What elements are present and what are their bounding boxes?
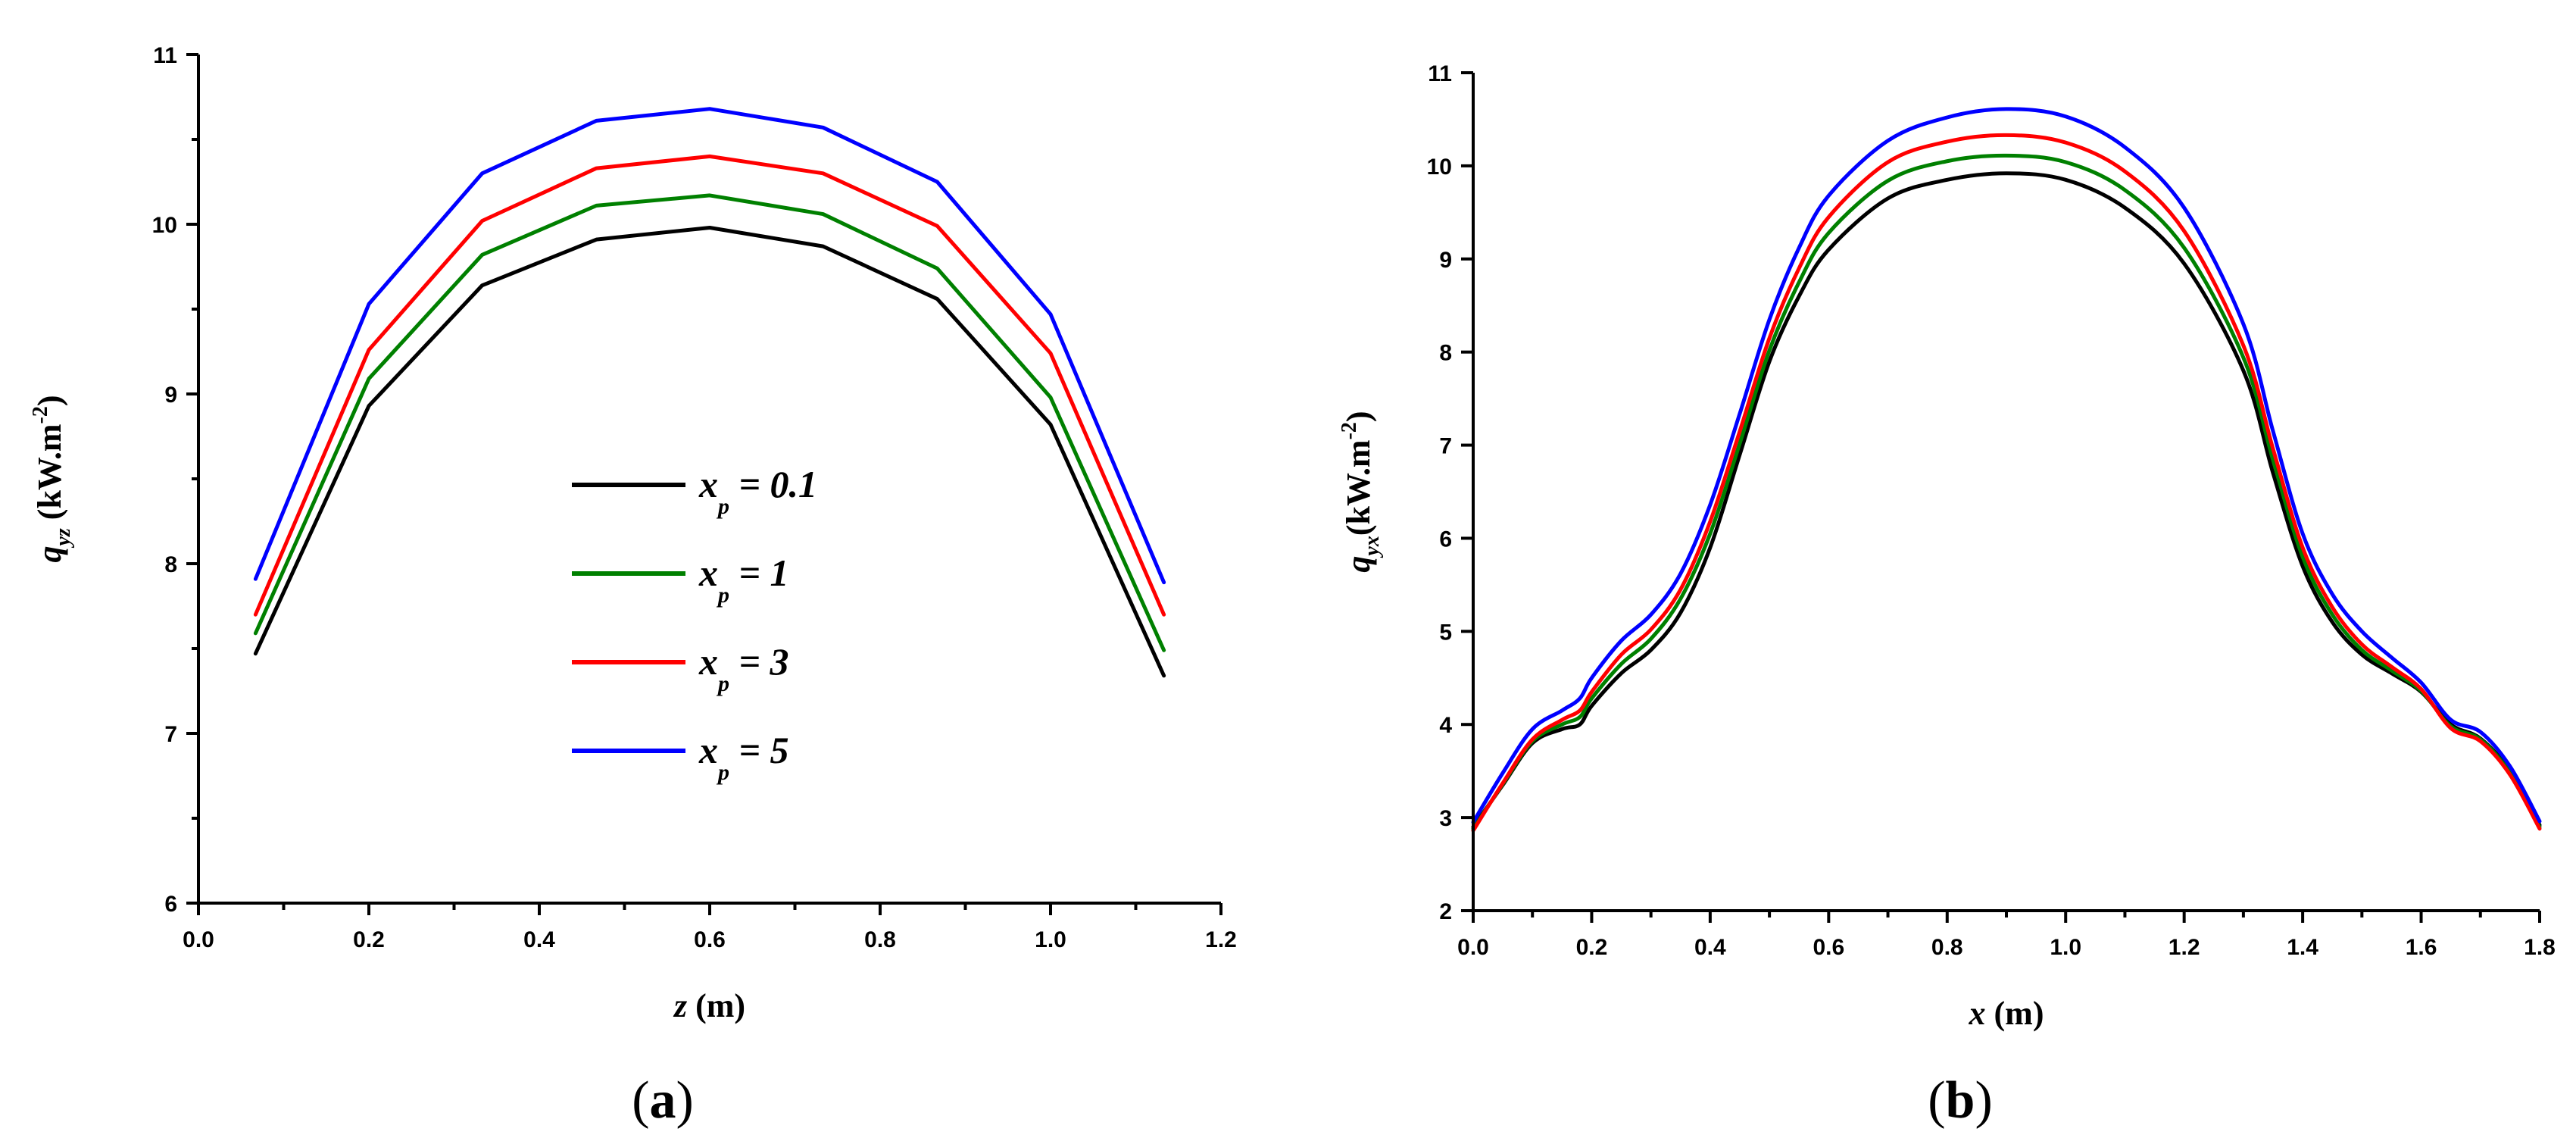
x-axis-title-unit-b: (m) (1986, 995, 2044, 1032)
panel-caption-a: (a) (632, 1071, 694, 1130)
y-tick-label-a: 9 (164, 383, 177, 408)
legend-a: xp = 0.1 xp = 1 xp = 3 xp = 5 (572, 463, 817, 785)
y-axis-title-unit-b: (kW.m (1340, 439, 1377, 536)
legend-label-a-2: xp = 1 (698, 552, 789, 608)
panel-caption-b: (b) (1928, 1071, 1993, 1130)
x-tick-label-b: 1.8 (2524, 935, 2556, 960)
y-axis-title-sub-b: yx (1360, 536, 1384, 558)
series-line-b-1 (1471, 171, 2542, 829)
x-tick-label-a: 0.0 (183, 927, 214, 952)
y-axis-title-sub-a: yz (52, 528, 75, 548)
panel-caption-letter-b: b (1946, 1071, 1975, 1130)
series-line-b-3 (1471, 133, 2542, 833)
x-tick-label-b: 1.4 (2287, 935, 2318, 960)
x-tick-label-a: 1.0 (1035, 927, 1066, 952)
series-line-b-4 (1471, 107, 2542, 824)
x-tick-label-a: 0.8 (864, 927, 896, 952)
series-line-a-4 (253, 107, 1166, 585)
x-axis-title-var-b: x (1969, 995, 1986, 1032)
x-axis-title-unit-a: (m) (687, 987, 745, 1024)
series-line-b-2 (1471, 153, 2542, 831)
y-tick-label-b: 9 (1439, 248, 1452, 273)
y-tick-label-b: 2 (1439, 899, 1452, 924)
x-tick-label-a: 0.4 (523, 927, 555, 952)
y-axis-title-unit-a: (kW.m (31, 424, 68, 528)
x-axis-title-a: z (m) (673, 987, 745, 1024)
legend-label-a-1: xp = 0.1 (698, 463, 817, 519)
y-tick-label-b: 3 (1439, 806, 1452, 831)
legend-label-a-4: xp = 5 (698, 729, 789, 785)
y-tick-label-b: 6 (1439, 527, 1452, 552)
x-tick-label-b: 0.0 (1457, 935, 1489, 960)
series-line-a-3 (253, 154, 1166, 617)
y-axis-title-exp-b: -2 (1338, 422, 1361, 439)
y-tick-label-b: 10 (1427, 155, 1452, 180)
series-line-a-2 (253, 193, 1166, 652)
chart-panel-b: 0.0 0.2 0.4 0.6 0.8 1.0 1.2 1.4 1.6 1.8 2 3 4 5 6 7 8 9 10… (1338, 61, 2556, 1130)
y-tick-label-b: 7 (1439, 434, 1452, 459)
y-tick-label-a: 10 (152, 213, 177, 238)
x-tick-label-a: 1.2 (1205, 927, 1237, 952)
x-tick-label-a: 0.6 (694, 927, 726, 952)
x-tick-label-b: 1.2 (2169, 935, 2200, 960)
panel-caption-letter-a: a (650, 1071, 676, 1130)
x-axis-title-var-a: z (673, 987, 687, 1024)
x-tick-label-b: 1.6 (2406, 935, 2437, 960)
y-tick-label-a: 8 (164, 552, 177, 577)
x-tick-label-b: 0.8 (1931, 935, 1963, 960)
y-axis-title-var-a: q (31, 546, 68, 563)
y-tick-label-b: 8 (1439, 341, 1452, 366)
x-tick-label-b: 0.2 (1576, 935, 1608, 960)
y-tick-label-a: 11 (153, 43, 177, 68)
y-axis-title-a: qyz (kW.m-2) (29, 395, 75, 562)
x-tick-label-b: 0.6 (1813, 935, 1844, 960)
x-tick-label-a: 0.2 (353, 927, 385, 952)
y-tick-label-b: 11 (1428, 61, 1452, 86)
y-axis-title-exp-a: -2 (29, 406, 52, 424)
y-axis-title-b: qyx(kW.m-2) (1338, 411, 1384, 572)
x-axis-title-b: x (m) (1969, 995, 2044, 1032)
y-tick-label-a: 7 (164, 722, 177, 747)
y-axis-title-close-b: ) (1340, 411, 1377, 422)
chart-panel-a: 0.0 0.2 0.4 0.6 0.8 1.0 1.2 6 7 8 9 10 11 z (m) qyz (k… (29, 43, 1237, 1130)
x-tick-label-b: 1.0 (2050, 935, 2081, 960)
series-line-a-1 (253, 225, 1166, 678)
y-axis-title-var-b: q (1340, 556, 1377, 573)
x-tick-label-b: 0.4 (1694, 935, 1726, 960)
y-tick-label-b: 4 (1439, 713, 1452, 738)
legend-label-a-3: xp = 3 (698, 640, 789, 696)
y-tick-label-a: 6 (164, 892, 177, 917)
y-axis-title-close-a: ) (31, 395, 68, 406)
y-tick-label-b: 5 (1439, 620, 1452, 645)
